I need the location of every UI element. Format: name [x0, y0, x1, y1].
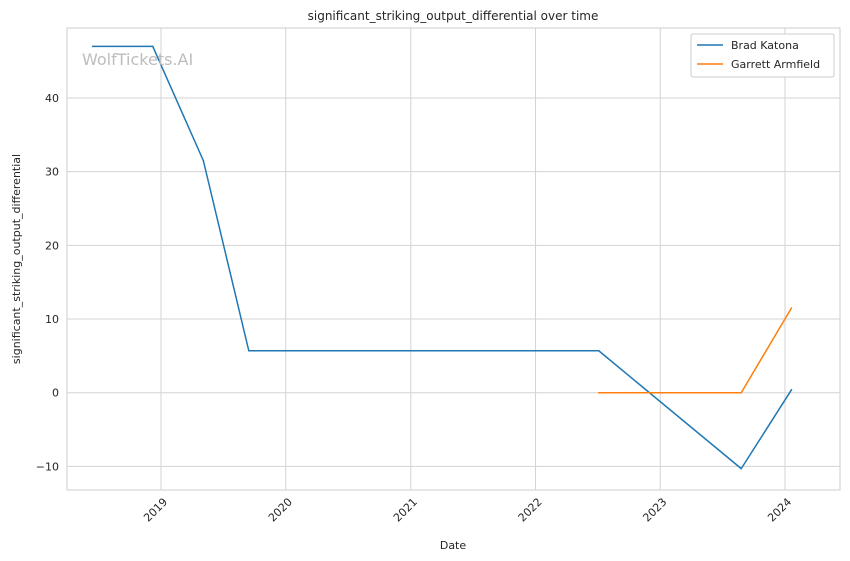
y-axis-title: significant_striking_output_differential	[10, 154, 23, 364]
data-point-brad-katona	[151, 45, 154, 48]
data-point-brad-katona	[202, 159, 205, 162]
y-tick-label: −10	[36, 460, 59, 473]
y-tick-label: 40	[45, 92, 59, 105]
legend-label-brad-katona: Brad Katona	[731, 39, 799, 52]
data-point-garrett-armfield	[790, 307, 793, 309]
series-layer	[91, 45, 793, 470]
x-tick-label: 2023	[640, 496, 669, 525]
x-tick-label: 2019	[141, 496, 170, 525]
data-point-brad-katona	[248, 349, 250, 352]
y-tick-labels: −10 0 10 20 30 40	[36, 92, 59, 473]
legend-label-garrett-armfield: Garrett Armfield	[731, 58, 820, 71]
y-tick-label: 10	[45, 313, 59, 326]
y-tick-label: 20	[45, 239, 59, 252]
chart-title: significant_striking_output_differential…	[308, 9, 599, 23]
x-tick-label: 2024	[765, 496, 794, 525]
data-point-brad-katona	[597, 349, 600, 352]
x-axis-title: Date	[440, 539, 467, 552]
data-point-garrett-armfield	[740, 391, 743, 394]
x-tick-label: 2020	[266, 496, 295, 525]
data-point-brad-katona	[91, 45, 94, 48]
watermark: WolfTickets.AI	[82, 50, 193, 69]
x-tick-label: 2022	[516, 496, 545, 525]
x-tick-labels: 2019 2020 2021 2022 2023 2024	[141, 496, 794, 525]
y-tick-label: 30	[45, 166, 59, 179]
data-point-brad-katona	[740, 467, 743, 470]
grid	[67, 28, 840, 490]
data-point-garrett-armfield	[597, 391, 600, 394]
legend: Brad Katona Garrett Armfield	[690, 33, 835, 78]
y-tick-label: 0	[52, 387, 59, 400]
x-tick-label: 2021	[391, 496, 420, 525]
data-point-brad-katona	[790, 388, 793, 391]
legend-box	[690, 33, 835, 78]
plot-area	[66, 27, 841, 491]
